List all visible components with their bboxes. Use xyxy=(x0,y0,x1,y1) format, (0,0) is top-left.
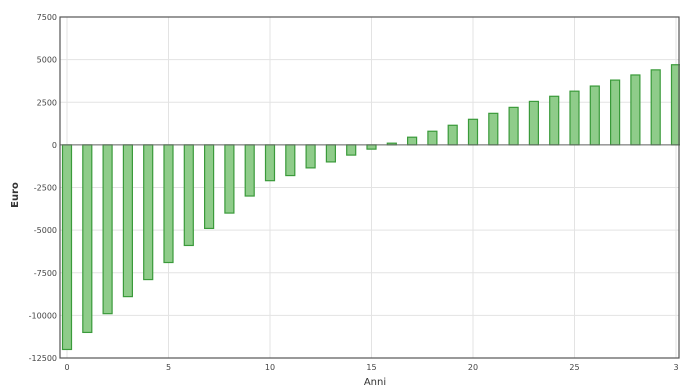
bar xyxy=(183,144,194,247)
bar xyxy=(244,144,255,197)
bar xyxy=(305,144,316,169)
bar xyxy=(407,136,418,146)
bar xyxy=(224,144,235,214)
bar xyxy=(163,144,174,264)
bar xyxy=(61,144,73,351)
bar xyxy=(346,144,357,156)
bar xyxy=(366,144,377,150)
bar xyxy=(82,144,93,334)
y-axis-title: Euro xyxy=(10,182,21,208)
y-tick-label: -2500 xyxy=(34,184,57,193)
x-tick-label: 15 xyxy=(366,363,376,372)
bar xyxy=(447,124,458,146)
x-axis-title: Anni xyxy=(364,377,386,388)
bar xyxy=(488,112,499,146)
y-tick-label: 2500 xyxy=(37,98,57,107)
bar xyxy=(285,144,296,177)
y-tick-label: 7500 xyxy=(37,13,57,22)
bar xyxy=(549,95,560,146)
x-tick-label: 3 xyxy=(673,363,678,372)
plot-frame xyxy=(59,16,680,359)
bar xyxy=(528,100,540,146)
y-tick-label: -7500 xyxy=(34,269,57,278)
bar xyxy=(467,118,479,146)
bar xyxy=(427,130,438,146)
y-tick-label: 0 xyxy=(52,141,57,150)
x-tick-label: 5 xyxy=(166,363,171,372)
y-tick-label: 5000 xyxy=(37,56,57,65)
bar xyxy=(122,144,134,298)
bar xyxy=(325,144,336,163)
y-tick-label: -5000 xyxy=(34,226,57,235)
bar xyxy=(589,85,600,146)
x-tick-label: 20 xyxy=(468,363,478,372)
y-tick-label: -10000 xyxy=(29,311,57,320)
bar xyxy=(102,144,113,315)
bar xyxy=(508,106,519,146)
x-tick-label: 25 xyxy=(569,363,579,372)
bar xyxy=(650,69,661,146)
bar xyxy=(264,144,276,182)
bar xyxy=(609,79,621,146)
y-tick-label: -12500 xyxy=(29,354,57,363)
bar xyxy=(630,74,641,146)
bar xyxy=(569,90,580,146)
bar xyxy=(204,144,215,230)
x-tick-label: 0 xyxy=(64,363,69,372)
x-tick-label: 10 xyxy=(265,363,275,372)
bar xyxy=(143,144,154,281)
